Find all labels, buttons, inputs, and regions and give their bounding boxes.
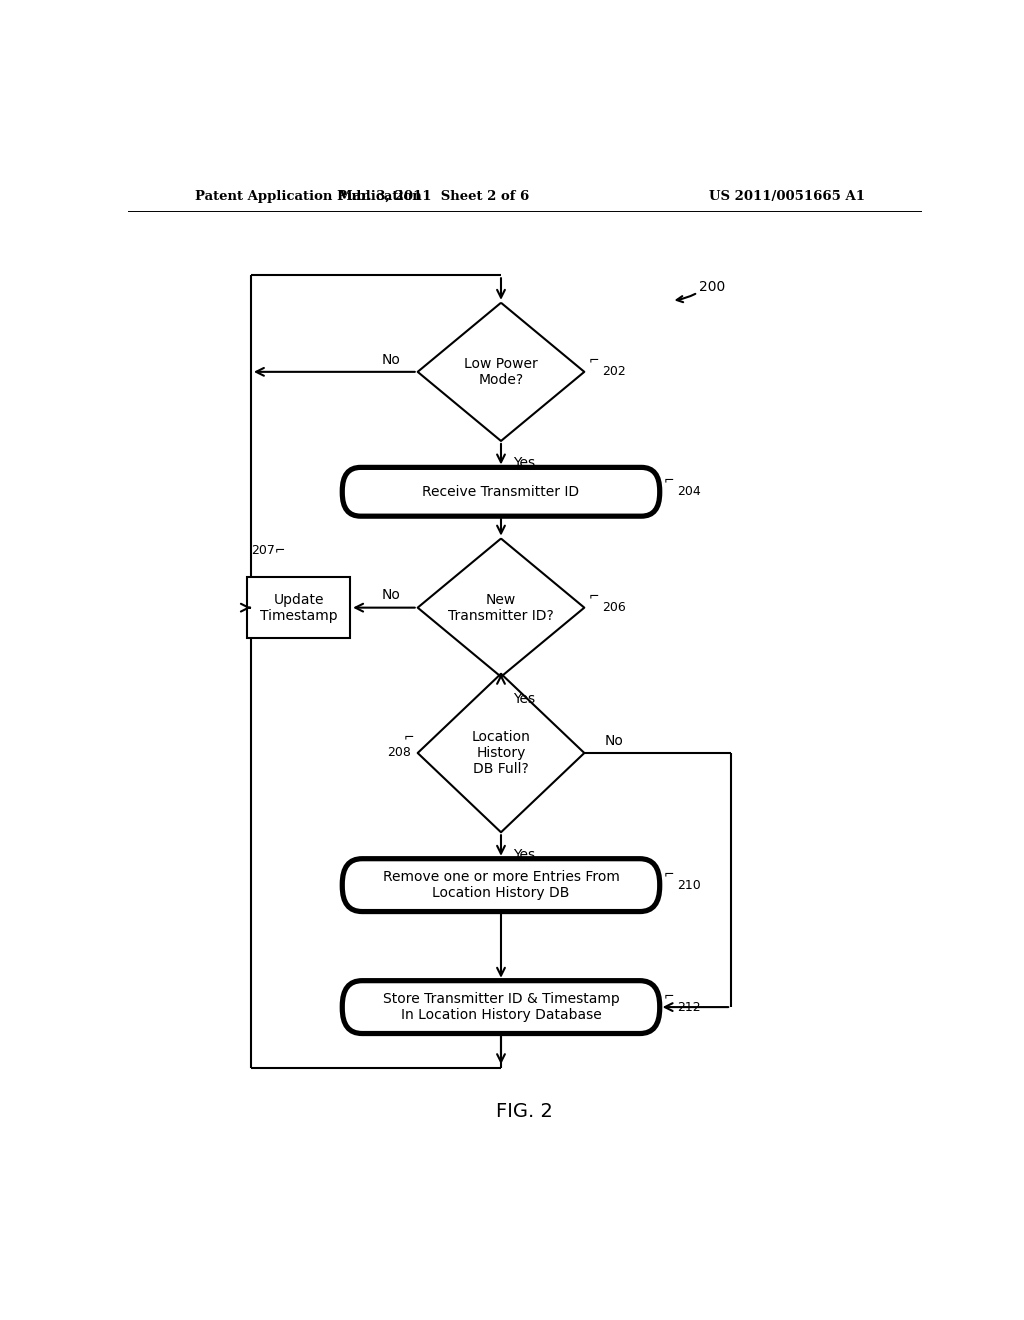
Text: Yes: Yes <box>513 692 535 706</box>
Text: ⌐: ⌐ <box>588 590 599 602</box>
FancyBboxPatch shape <box>342 859 659 912</box>
Bar <box>247 577 350 638</box>
Text: ⌐: ⌐ <box>664 474 674 487</box>
Text: ⌐: ⌐ <box>403 731 414 743</box>
Text: US 2011/0051665 A1: US 2011/0051665 A1 <box>709 190 864 202</box>
Text: No: No <box>604 734 623 748</box>
Text: Remove one or more Entries From
Location History DB: Remove one or more Entries From Location… <box>383 870 620 900</box>
Text: ⌐: ⌐ <box>664 989 674 1002</box>
Text: 206: 206 <box>602 601 626 614</box>
Text: No: No <box>382 589 400 602</box>
FancyBboxPatch shape <box>342 981 659 1034</box>
Text: 207⌐: 207⌐ <box>251 544 286 557</box>
Text: Location
History
DB Full?: Location History DB Full? <box>472 730 530 776</box>
Text: Patent Application Publication: Patent Application Publication <box>196 190 422 202</box>
Text: Yes: Yes <box>513 457 535 470</box>
Text: 208: 208 <box>387 747 412 759</box>
Text: ⌐: ⌐ <box>588 354 599 367</box>
Text: Update
Timestamp: Update Timestamp <box>260 593 338 623</box>
FancyBboxPatch shape <box>342 467 659 516</box>
Text: 210: 210 <box>677 879 700 891</box>
Text: New
Transmitter ID?: New Transmitter ID? <box>449 593 554 623</box>
Text: Mar. 3, 2011  Sheet 2 of 6: Mar. 3, 2011 Sheet 2 of 6 <box>338 190 529 202</box>
Text: ⌐: ⌐ <box>664 867 674 880</box>
Text: 204: 204 <box>677 486 700 498</box>
Text: FIG. 2: FIG. 2 <box>497 1102 553 1121</box>
Text: 200: 200 <box>699 280 726 294</box>
Text: Receive Transmitter ID: Receive Transmitter ID <box>423 484 580 499</box>
Text: 212: 212 <box>677 1001 700 1014</box>
Text: Store Transmitter ID & Timestamp
In Location History Database: Store Transmitter ID & Timestamp In Loca… <box>383 993 620 1022</box>
Text: No: No <box>382 352 400 367</box>
Text: 202: 202 <box>602 366 626 379</box>
Text: Yes: Yes <box>513 847 535 862</box>
Text: Low Power
Mode?: Low Power Mode? <box>464 356 538 387</box>
